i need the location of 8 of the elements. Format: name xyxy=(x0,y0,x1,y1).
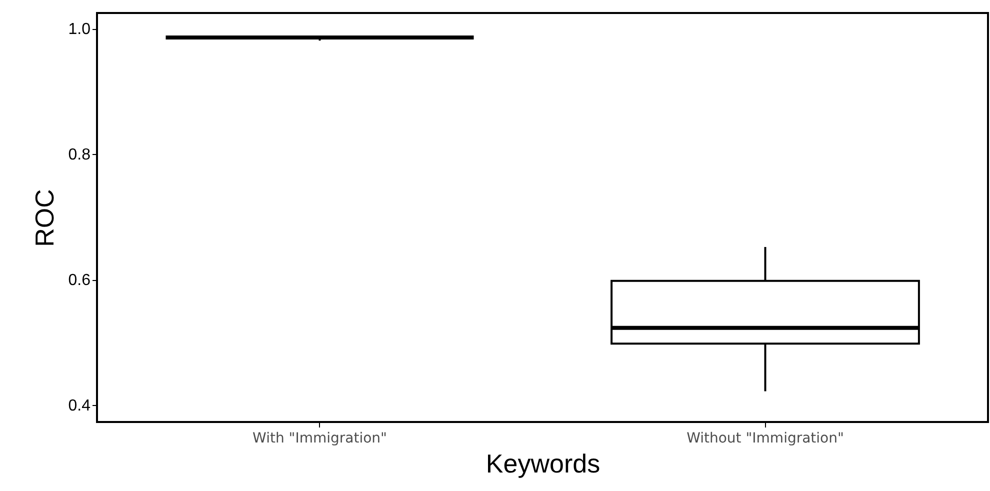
x-tick-label: With "Immigration" xyxy=(252,430,387,446)
x-axis-title: Keywords xyxy=(486,448,600,478)
y-axis-title: ROC xyxy=(29,189,60,247)
y-tick-label: 0.8 xyxy=(68,146,91,164)
x-tick-label: Without "Immigration" xyxy=(686,430,844,446)
y-tick-label: 0.4 xyxy=(68,398,91,415)
y-tick-label: 0.6 xyxy=(68,272,91,290)
y-tick-label: 1.0 xyxy=(68,21,91,38)
